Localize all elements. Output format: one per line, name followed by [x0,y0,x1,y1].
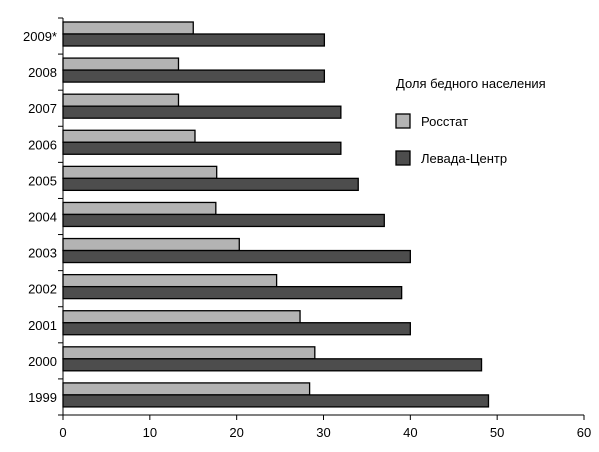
bar-levada-8 [62,322,411,336]
bar-rosstat-10 [62,382,311,396]
bar-levada-7 [62,285,403,300]
legend-label-rosstat: Росстат [421,114,468,129]
y-tick-label: 2003 [28,246,57,261]
bar-rosstat-5 [62,201,217,216]
bar-rosstat-6 [62,237,240,252]
bar-levada-1 [62,69,326,83]
y-tick-label: 2005 [28,173,57,188]
bar-rosstat-1 [62,57,180,71]
legend-label-levada: Левада-Центр [421,151,507,166]
bar-rosstat-2 [62,93,180,107]
bar-rosstat-3 [62,129,196,143]
bar-levada-10 [62,394,490,408]
bar-levada-6 [62,249,411,264]
bar-levada-9 [62,358,483,372]
x-tick-label: 50 [490,425,504,440]
legend: Доля бедного населения Росстат Левада-Це… [395,76,546,166]
y-tick-label: 2000 [28,354,57,369]
legend-swatch-rosstat [395,113,411,129]
y-tick-label: 2002 [28,282,57,297]
bar-levada-3 [62,141,342,155]
bar-levada-2 [62,105,342,119]
y-tick-label: 2001 [28,318,57,333]
bar-rosstat-7 [62,273,278,288]
x-tick-label: 60 [577,425,591,440]
y-tick-label: 2006 [28,137,57,152]
y-tick-label: 2008 [28,65,57,80]
x-tick-label: 30 [316,425,330,440]
legend-swatch-levada [395,150,411,166]
bar-rosstat-8 [62,310,301,324]
x-tick-label: 10 [143,425,157,440]
bar-levada-0 [62,33,326,47]
bar-levada-4 [62,177,359,192]
y-tick-label: 2009* [23,29,57,44]
axes-layer: 2009*20082007200620052004200320022001200… [23,17,591,440]
bar-levada-5 [62,213,385,228]
x-tick-label: 40 [403,425,417,440]
y-tick-label: 2007 [28,101,57,116]
bar-rosstat-4 [62,165,218,180]
x-tick-label: 20 [229,425,243,440]
bar-rosstat-9 [62,346,316,360]
legend-title: Доля бедного населения [396,76,546,91]
bar-rosstat-0 [62,21,194,35]
y-tick-label: 2004 [28,210,57,225]
y-tick-label: 1999 [28,390,57,405]
x-tick-label: 0 [59,425,66,440]
